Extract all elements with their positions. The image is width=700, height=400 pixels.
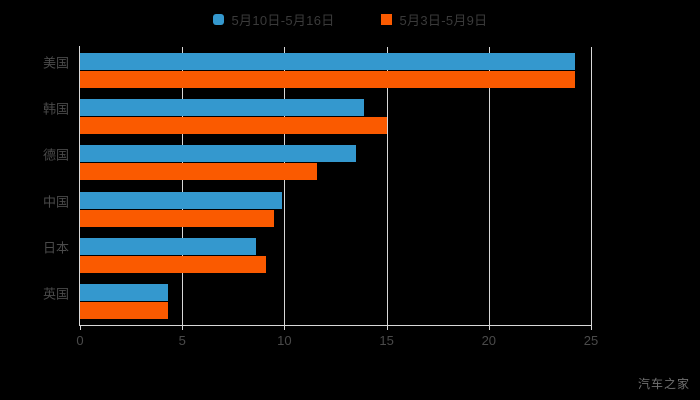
x-tick-label-20: 20 <box>481 333 497 348</box>
x-tick-label-5: 5 <box>178 333 186 348</box>
gridline-20 <box>488 47 490 325</box>
x-tick-label-10: 10 <box>277 333 292 348</box>
bar[interactable] <box>80 117 387 134</box>
legend-item-series-2[interactable]: 5月3日-5月9日 <box>380 10 488 29</box>
x-tick-label-15: 15 <box>379 333 394 348</box>
x-tick-0 <box>80 325 81 330</box>
gridline-10 <box>284 47 286 325</box>
bar[interactable] <box>80 209 275 227</box>
gridline-25 <box>591 47 592 325</box>
legend-item-series-1[interactable]: 5月10日-5月16日 <box>212 10 335 29</box>
bar[interactable] <box>80 70 575 88</box>
bar-group: 美国 <box>43 52 591 88</box>
watermark: 汽车之家 <box>637 377 690 391</box>
bar[interactable] <box>80 191 283 209</box>
legend-swatch-square-icon <box>380 13 392 25</box>
legend-label-series-1: 5月10日-5月16日 <box>231 12 335 28</box>
gridline-5 <box>182 47 184 325</box>
bar[interactable] <box>80 145 356 163</box>
x-tick-5 <box>182 325 184 330</box>
category-label-5: 日本 <box>42 240 69 256</box>
category-label-4: 中国 <box>42 194 69 210</box>
category-label-3: 德国 <box>42 147 69 163</box>
bar[interactable] <box>80 238 256 255</box>
bar[interactable] <box>80 163 318 181</box>
bar-group: 韩国 <box>43 99 591 134</box>
x-tick-10 <box>284 325 286 330</box>
x-tick-15 <box>386 325 388 330</box>
x-tick-25 <box>591 325 592 330</box>
bar[interactable] <box>80 52 575 70</box>
y-axis-line <box>79 46 80 326</box>
chart-legend: 5月10日-5月16日 5月3日-5月9日 <box>0 8 700 30</box>
bar[interactable] <box>80 256 266 273</box>
bar[interactable] <box>80 284 168 302</box>
plot-area: 0 5 10 15 20 25 美国韩国德国中国日本英国 <box>43 46 598 348</box>
bar-group: 中国 <box>43 191 591 227</box>
bar[interactable] <box>80 99 365 116</box>
x-tick-label-25: 25 <box>583 333 599 348</box>
category-label-6: 英国 <box>42 286 69 302</box>
gridline-15 <box>386 47 388 325</box>
x-tick-label-0: 0 <box>76 333 84 348</box>
bar-group: 日本 <box>43 238 591 273</box>
bar[interactable] <box>80 302 168 320</box>
category-label-2: 韩国 <box>42 101 69 117</box>
legend-swatch-dot-icon <box>212 13 224 25</box>
bar-group: 英国 <box>43 284 591 320</box>
bar-rows: 美国韩国德国中国日本英国 <box>43 47 591 325</box>
category-label-1: 美国 <box>42 55 69 71</box>
x-axis-line <box>79 325 592 326</box>
x-tick-20 <box>488 325 490 330</box>
bar-group: 德国 <box>43 145 591 181</box>
legend-label-series-2: 5月3日-5月9日 <box>399 12 488 28</box>
